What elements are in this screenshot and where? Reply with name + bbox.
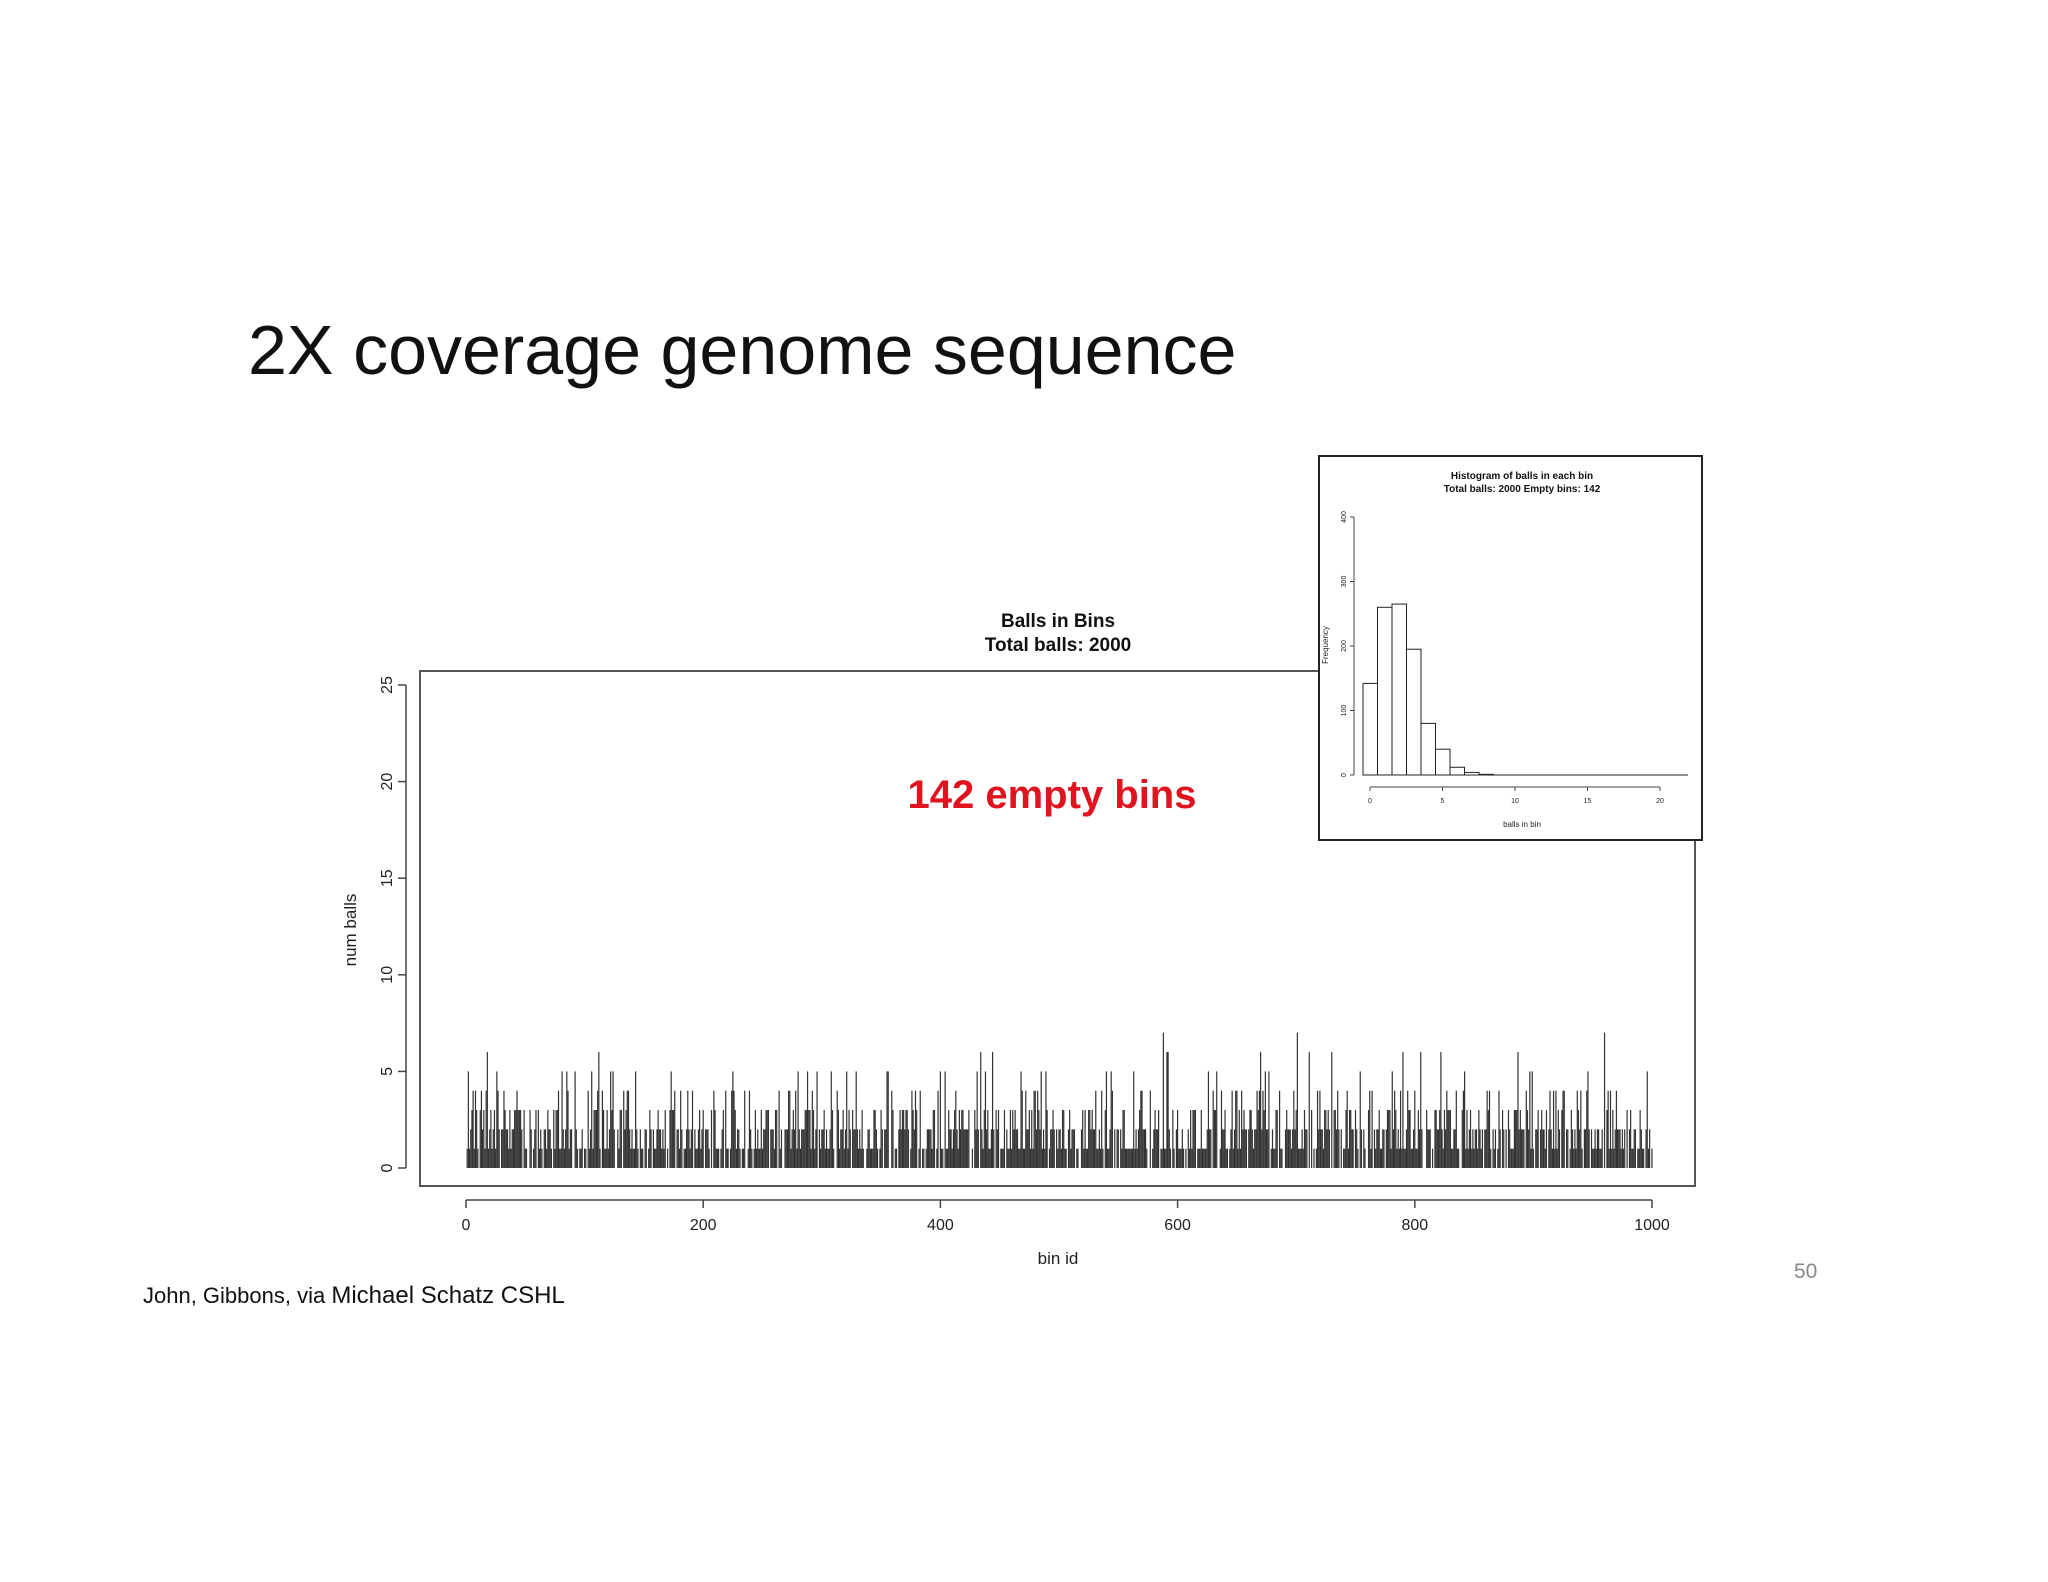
inset-x-axis-label: balls in bin	[1503, 820, 1541, 829]
inset-x-tick-label: 0	[1368, 798, 1372, 805]
main-y-tick-label: 20	[379, 773, 396, 791]
inset-x-tick-label: 15	[1584, 798, 1592, 805]
page-number: 50	[1794, 1260, 1818, 1283]
inset-chart-title: Histogram of balls in each bin	[1451, 471, 1593, 482]
main-y-tick-label: 15	[379, 869, 396, 887]
inset-y-tick-label: 0	[1341, 773, 1348, 777]
main-y-tick-label: 5	[379, 1067, 396, 1076]
main-x-tick-label: 0	[462, 1217, 471, 1234]
main-plot-frame	[419, 670, 1696, 1187]
inset-y-axis-label: Frequency	[1321, 626, 1330, 664]
inset-bar	[1362, 682, 1378, 776]
slide-title: 2X coverage genome sequence	[248, 311, 1237, 389]
inset-y-tick-label: 200	[1341, 640, 1348, 652]
inset-bars	[1362, 603, 1688, 776]
histogram-inset-chart: Histogram of balls in each bin Total bal…	[1321, 471, 1688, 829]
inset-bar	[1449, 766, 1465, 776]
main-x-tick-label: 1000	[1634, 1217, 1670, 1234]
inset-y-tick-label: 100	[1341, 705, 1348, 717]
inset-chart-subtitle: Total balls: 2000 Empty bins: 142	[1444, 484, 1601, 495]
credit-prefix: John, Gibbons, via	[143, 1283, 332, 1308]
inset-y-axis: 0 100 200 300 400	[1341, 511, 1355, 777]
main-x-axis: 0 200 400 600 800 1000	[462, 1199, 1670, 1234]
inset-bar	[1406, 648, 1422, 776]
inset-x-tick-label: 5	[1441, 798, 1445, 805]
main-y-tick-label: 0	[379, 1163, 396, 1172]
main-x-tick-label: 800	[1401, 1217, 1428, 1234]
main-bars	[466, 1032, 1653, 1168]
inset-y-tick-label: 300	[1341, 576, 1348, 588]
main-y-axis: 0 5 10 15 20 25	[379, 676, 407, 1172]
main-x-axis-label: bin id	[1038, 1249, 1079, 1268]
main-x-tick-label: 200	[690, 1217, 717, 1234]
inset-bar	[1377, 606, 1393, 776]
main-x-tick-label: 400	[927, 1217, 954, 1234]
inset-bar	[1420, 722, 1436, 776]
main-y-axis-label: num balls	[341, 894, 360, 967]
credit-source: Michael Schatz CSHL	[331, 1282, 565, 1309]
inset-y-tick-label: 400	[1341, 511, 1348, 523]
inset-x-tick-label: 20	[1656, 798, 1664, 805]
inset-bar	[1391, 603, 1407, 776]
main-y-tick-label: 25	[379, 676, 396, 694]
main-chart-title: Balls in Bins	[1001, 611, 1115, 632]
credit-line: John, Gibbons, via Michael Schatz CSHL	[143, 1282, 565, 1310]
main-chart-subtitle: Total balls: 2000	[985, 635, 1131, 656]
inset-x-tick-label: 10	[1511, 798, 1519, 805]
inset-bar	[1464, 771, 1480, 776]
inset-x-axis: 0 5 10 15 20	[1368, 786, 1664, 805]
main-x-tick-label: 600	[1164, 1217, 1191, 1234]
main-y-tick-label: 10	[379, 966, 396, 984]
inset-bar	[1435, 748, 1451, 776]
empty-bins-annotation: 142 empty bins	[907, 773, 1196, 817]
